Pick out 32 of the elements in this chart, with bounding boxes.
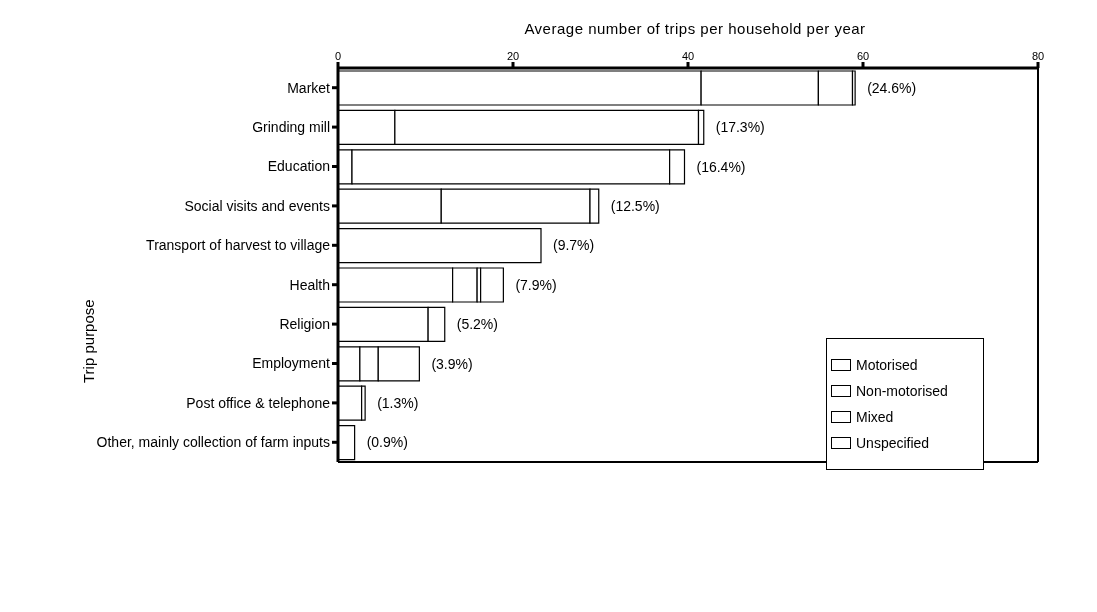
y-tick-label: Grinding mill	[252, 119, 330, 136]
bar	[480, 267, 504, 303]
legend-label: Unspecified	[855, 435, 931, 451]
annotation: (24.6%)	[867, 79, 917, 96]
y-tick-label: Health	[289, 276, 330, 293]
x-tick-label: 20	[506, 50, 520, 62]
annotation: (17.3%)	[715, 119, 765, 136]
x-tick-label: 60	[856, 50, 870, 62]
y-tick-label: Religion	[279, 316, 330, 333]
annotation: (9.7%)	[553, 237, 595, 254]
legend-label: Motorised	[855, 357, 919, 373]
x-tick-label: 0	[334, 50, 342, 62]
annotation: (0.9%)	[366, 434, 408, 451]
annotation: (1.3%)	[377, 394, 419, 411]
annotation: (3.9%)	[431, 355, 473, 372]
y-tick-label: Transport of harvest to village	[146, 237, 331, 254]
legend-label: Mixed	[855, 409, 895, 425]
annotation: (12.5%)	[610, 197, 660, 214]
annotation: (7.9%)	[515, 276, 557, 293]
y-axis-title: Trip purpose	[80, 299, 97, 383]
annotation: (16.4%)	[696, 158, 746, 175]
x-tick-label: 40	[681, 50, 695, 62]
annotation: (5.2%)	[456, 316, 498, 333]
y-tick-label: Education	[267, 158, 330, 175]
y-tick-label: Employment	[252, 355, 331, 372]
x-tick-label: 80	[1031, 50, 1045, 62]
y-tick-label: Post office & telephone	[186, 394, 331, 411]
y-tick-label: Social visits and events	[184, 197, 330, 214]
y-tick-label: Market	[287, 79, 331, 96]
y-tick-label: Other, mainly collection of farm inputs	[96, 434, 330, 451]
x-axis-title: Average number of trips per household per year	[523, 20, 867, 37]
legend-label: Non-motorised	[855, 383, 949, 399]
